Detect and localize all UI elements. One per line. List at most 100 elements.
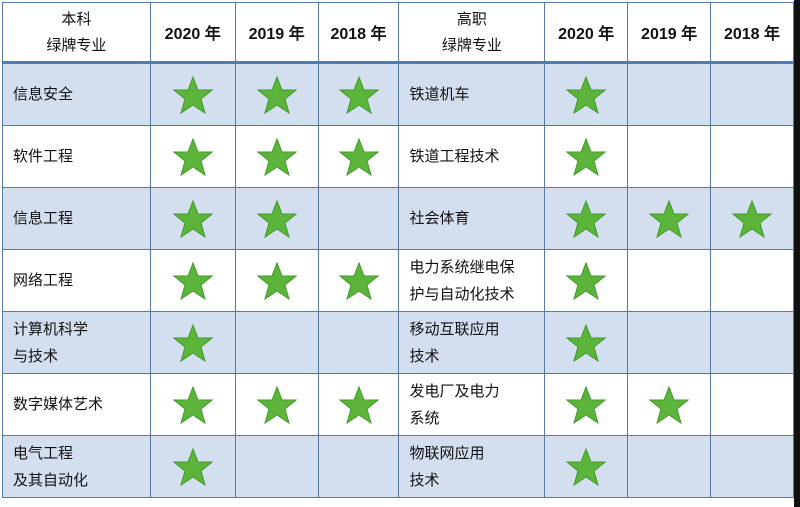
year-cell [234,373,319,436]
star-icon [151,323,235,362]
vocational-major: 发电厂及电力 系统 [398,373,546,436]
year-cell [149,373,236,436]
year-cell [710,125,794,188]
star-icon [151,137,235,176]
year-cell [149,311,236,374]
year-cell [627,311,712,374]
undergrad-major: 电气工程 及其自动化 [2,435,151,498]
star-icon [319,137,399,176]
star-icon [236,137,318,176]
year-cell [627,125,712,188]
star-icon [151,199,235,238]
table-row: 网络工程 电力系统继电保 护与自动化技术 [2,249,794,312]
star-icon [711,199,793,238]
vocational-major: 铁道工程技术 [398,125,546,188]
year-cell [149,125,236,188]
year-cell [710,373,794,436]
year-cell [627,62,712,126]
table-row: 计算机科学 与技术 移动互联应用 技术 [2,311,794,374]
star-icon [545,261,627,300]
year-header: 2018 年 [710,2,794,63]
undergrad-major: 数字媒体艺术 [2,373,151,436]
year-cell [627,435,712,498]
star-icon [319,385,399,424]
green-card-majors-table: 本科 绿牌专业 2020 年 2019 年 2018 年 高职 绿牌专业 202… [2,2,794,498]
year-cell [544,311,629,374]
year-cell [544,187,629,250]
star-icon [545,137,627,176]
table-row: 信息工程 社会体育 [2,187,794,250]
vocational-major: 电力系统继电保 护与自动化技术 [398,249,546,312]
star-icon [236,199,318,238]
vocational-major: 物联网应用 技术 [398,435,546,498]
year-cell [544,62,629,126]
table-row: 数字媒体艺术 发电厂及电力 系统 [2,373,794,436]
year-cell [149,435,236,498]
undergrad-major: 网络工程 [2,249,151,312]
star-icon [545,75,627,114]
star-icon [545,199,627,238]
year-cell [317,125,400,188]
year-cell [317,373,400,436]
star-icon [545,323,627,362]
year-header: 2019 年 [234,2,319,63]
star-icon [545,385,627,424]
year-cell [544,125,629,188]
year-cell [544,373,629,436]
year-header: 2019 年 [627,2,712,63]
star-icon [628,199,710,238]
vocational-major: 铁道机车 [398,62,546,126]
year-cell [710,435,794,498]
undergrad-header: 本科 绿牌专业 [2,2,151,63]
year-cell [317,435,400,498]
year-header: 2020 年 [544,2,629,63]
star-icon [545,447,627,486]
year-cell [710,187,794,250]
year-cell [149,187,236,250]
year-cell [234,125,319,188]
star-icon [151,75,235,114]
star-icon [319,75,399,114]
star-icon [151,385,235,424]
year-cell [317,249,400,312]
star-icon [628,385,710,424]
year-header: 2018 年 [317,2,400,63]
year-cell [544,249,629,312]
star-icon [236,261,318,300]
vocational-major: 移动互联应用 技术 [398,311,546,374]
year-cell [317,187,400,250]
year-cell [544,435,629,498]
star-icon [236,385,318,424]
year-cell [627,187,712,250]
year-cell [234,435,319,498]
table-row: 软件工程 铁道工程技术 [2,125,794,188]
undergrad-major: 信息工程 [2,187,151,250]
undergrad-major: 信息安全 [2,62,151,126]
year-cell [627,373,712,436]
year-header: 2020 年 [149,2,236,63]
star-icon [151,261,235,300]
year-cell [234,187,319,250]
year-cell [149,62,236,126]
table-row: 信息安全 铁道机车 [2,62,794,126]
year-cell [234,311,319,374]
vocational-header: 高职 绿牌专业 [398,2,546,63]
year-cell [317,62,400,126]
year-cell [234,62,319,126]
vocational-major: 社会体育 [398,187,546,250]
year-cell [710,62,794,126]
undergrad-major: 软件工程 [2,125,151,188]
year-cell [149,249,236,312]
year-cell [710,249,794,312]
star-icon [319,261,399,300]
year-cell [317,311,400,374]
star-icon [236,75,318,114]
undergrad-major: 计算机科学 与技术 [2,311,151,374]
year-cell [710,311,794,374]
year-cell [627,249,712,312]
header-row: 本科 绿牌专业 2020 年 2019 年 2018 年 高职 绿牌专业 202… [2,2,794,63]
year-cell [234,249,319,312]
star-icon [151,447,235,486]
table-row: 电气工程 及其自动化 物联网应用 技术 [2,435,794,498]
